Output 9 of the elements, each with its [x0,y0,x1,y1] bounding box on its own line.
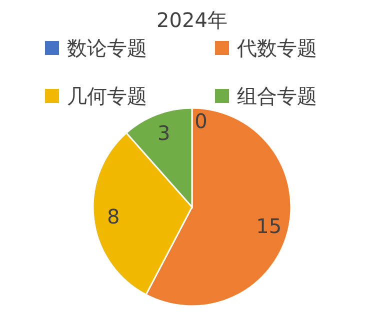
text: 0 [194,108,208,133]
data-label: 3 [158,120,170,145]
legend-label: 代数专题 [236,36,317,60]
data-label: 8 [107,204,120,229]
chart-title: 2024年 [156,8,228,32]
legend-label: 数论专题 [67,36,147,60]
data-label: 15 [256,214,282,238]
legend-label: 组合专题 [237,84,317,108]
legend-label: 几何专题 [67,84,147,108]
